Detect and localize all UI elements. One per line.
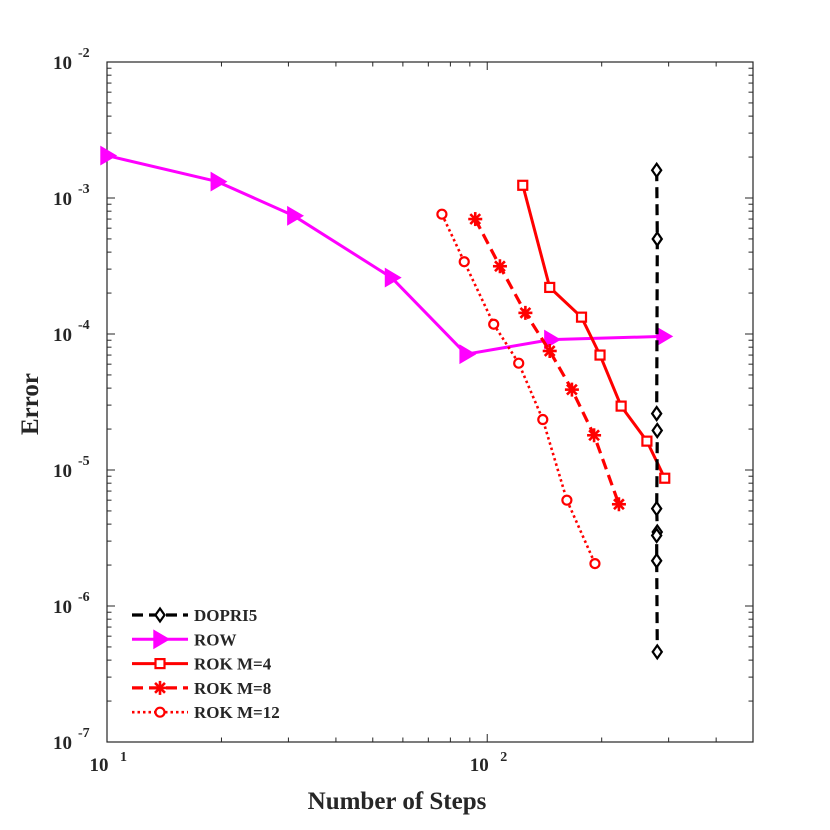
x-tick-label-exponent: 1: [120, 750, 127, 765]
legend-item-rok-m-4: ROK M=4: [132, 655, 272, 674]
legend-swatch-marker: [153, 629, 171, 650]
data-point-rok-m-12: [488, 318, 500, 330]
data-point-row: [287, 205, 305, 226]
y-tick-label: 10: [53, 189, 72, 210]
data-point-dopri5: [651, 643, 664, 661]
y-tick-label: 10: [53, 325, 72, 346]
data-point-rok-m-4: [544, 281, 556, 294]
legend: DOPRI5 ROW ROK M=4 ROK M=8 ROK M=12: [132, 606, 280, 722]
series-line-dopri5: [655, 170, 659, 652]
tick-labels: 10 1 10 210 -210 -310 -410 -510 -610 -7: [53, 46, 507, 776]
legend-item-rok-m-8: ROK M=8: [132, 679, 271, 698]
data-point-rok-m-8: [492, 259, 507, 274]
x-axis-label: Number of Steps: [308, 788, 487, 815]
legend-item-rok-m-12: ROK M=12: [132, 703, 280, 722]
data-point-row: [384, 267, 402, 288]
data-point-dopri5: [651, 230, 664, 248]
data-point-rok-m-12: [561, 494, 573, 506]
data-point-rok-m-8: [611, 497, 626, 512]
legend-swatch-marker: [153, 680, 167, 695]
data-point-rok-m-8: [542, 343, 557, 358]
series-rok-m-4: [517, 179, 671, 484]
axis-ticks: [106, 61, 754, 743]
data-point-row: [100, 145, 118, 166]
legend-swatch-marker: [154, 606, 166, 624]
series-dopri5: [650, 161, 664, 661]
data-point-rok-m-4: [659, 472, 671, 484]
y-tick-label-exponent: -3: [78, 182, 90, 197]
data-point-rok-m-8: [468, 212, 483, 227]
data-point-rok-m-4: [641, 435, 653, 447]
series-rok-m-12: [436, 208, 601, 570]
legend-label: ROK M=12: [194, 703, 280, 722]
legend-label: ROK M=4: [194, 655, 272, 674]
data-point-rok-m-4: [594, 349, 606, 361]
y-tick-label-exponent: -5: [78, 454, 90, 469]
y-tick-label: 10: [53, 733, 72, 754]
legend-item-row: ROW: [132, 629, 237, 650]
data-point-dopri5: [650, 405, 663, 422]
y-tick-label-exponent: -6: [78, 590, 90, 605]
y-tick-label: 10: [53, 597, 72, 618]
data-point-rok-m-12: [589, 558, 601, 570]
data-point-rok-m-12: [458, 256, 470, 268]
series-layer: [100, 145, 674, 661]
data-point-rok-m-12: [436, 208, 448, 220]
data-point-row: [210, 171, 228, 192]
data-point-dopri5: [651, 422, 664, 439]
legend-item-dopri5: DOPRI5: [132, 606, 257, 625]
y-tick-label: 10: [53, 53, 72, 74]
data-point-row: [656, 326, 674, 347]
x-tick-label-exponent: 2: [500, 750, 507, 765]
data-point-row: [544, 329, 562, 350]
y-tick-label-exponent: -4: [78, 318, 90, 333]
legend-swatch-marker: [154, 706, 166, 718]
data-point-rok-m-4: [575, 311, 588, 323]
legend-label: ROW: [194, 630, 237, 649]
legend-label: ROK M=8: [194, 679, 271, 698]
data-point-rok-m-12: [537, 413, 549, 426]
data-point-dopri5: [650, 500, 663, 518]
data-point-rok-m-4: [615, 400, 627, 412]
data-point-dopri5: [650, 527, 663, 544]
data-point-dopri5: [650, 552, 663, 570]
legend-swatch-marker: [154, 657, 166, 670]
x-tick-label: 10: [90, 755, 109, 776]
data-point-rok-m-12: [513, 357, 525, 369]
data-point-dopri5: [650, 161, 663, 179]
data-point-rok-m-4: [517, 179, 529, 191]
legend-label: DOPRI5: [194, 606, 257, 625]
data-point-rok-m-8: [564, 382, 579, 397]
y-tick-label-exponent: -7: [78, 726, 90, 741]
data-point-rok-m-8: [587, 428, 602, 443]
x-tick-label: 10: [470, 755, 489, 776]
series-row: [100, 145, 674, 365]
y-axis-label: Error: [17, 373, 44, 435]
data-point-row: [459, 344, 477, 365]
data-point-rok-m-8: [518, 305, 533, 320]
series-rok-m-8: [468, 212, 626, 512]
y-tick-label: 10: [53, 461, 72, 482]
y-tick-label-exponent: -2: [78, 46, 90, 61]
